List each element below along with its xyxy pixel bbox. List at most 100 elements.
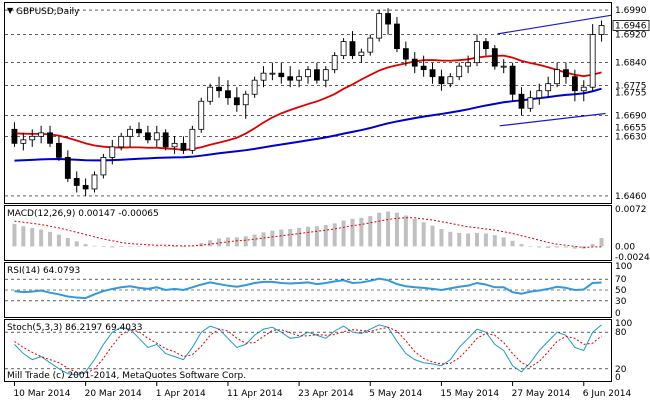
candle-body	[580, 86, 587, 92]
macd-bar	[92, 245, 97, 247]
macd-bar	[261, 232, 266, 247]
candle-body	[474, 41, 480, 64]
macd-bar	[537, 246, 542, 248]
candle-body	[305, 69, 311, 78]
candle-body	[331, 55, 338, 71]
macd-bar	[572, 246, 577, 249]
candle-body	[545, 83, 552, 92]
macd-bar	[563, 246, 568, 248]
candle-body	[136, 128, 142, 134]
candle-body	[447, 76, 454, 85]
candle-body	[11, 128, 18, 144]
candle-body	[483, 41, 489, 50]
macd-bar	[154, 245, 159, 247]
macd-bar	[136, 245, 141, 247]
macd-bar	[101, 246, 106, 247]
stoch-title: Stoch(5,3,3) 86.2197 69.4033	[7, 323, 142, 333]
macd-bar	[555, 246, 560, 248]
macd-bar	[145, 245, 150, 247]
candle-body	[429, 69, 436, 78]
candle-body	[402, 48, 409, 60]
candle-body	[296, 76, 303, 81]
candle-body	[216, 86, 222, 92]
candle-body	[411, 58, 418, 67]
macd-bar	[475, 232, 480, 247]
candle-body	[287, 76, 294, 81]
macd-bar	[483, 233, 488, 247]
macd-bar	[394, 212, 399, 247]
candle-body	[64, 156, 71, 179]
macd-bar	[234, 237, 239, 247]
macd-title: MACD(12,26,9) 0.00147 -0.00065	[7, 209, 159, 219]
price-axis-label: 1.6920	[615, 31, 647, 41]
time-axis-label: 5 May 2014	[369, 389, 422, 399]
channel-upper-line	[497, 14, 612, 35]
candle-body	[153, 132, 160, 141]
price-axis-label: 1.6946	[615, 21, 647, 31]
time-axis-label: 10 Mar 2014	[13, 389, 70, 399]
candle-body	[527, 97, 534, 109]
macd-bar	[74, 241, 79, 247]
copyright-watermark: Mill Trade (c) 2001-2014, MetaQuotes Sof…	[7, 371, 246, 381]
candle-body	[233, 97, 240, 106]
candle-body	[278, 72, 285, 78]
candle-body	[509, 65, 516, 95]
candle-body	[598, 25, 605, 35]
candle-body	[438, 76, 445, 85]
rsi-scale-label: 50	[615, 286, 627, 296]
candle-body	[180, 142, 187, 151]
candle-body	[500, 65, 507, 68]
macd-bar	[519, 244, 524, 247]
candle-body	[518, 93, 525, 109]
macd-bar	[252, 234, 257, 247]
candle-body	[269, 72, 276, 75]
macd-bar	[199, 243, 204, 247]
candle-body	[251, 79, 258, 95]
candle-body	[127, 128, 133, 137]
macd-bar	[359, 217, 364, 247]
candle-body	[189, 128, 196, 151]
channel-lower-line	[499, 112, 606, 127]
macd-bar	[21, 226, 26, 247]
stoch-scale-label: 80	[615, 328, 627, 338]
macd-bar	[421, 222, 426, 247]
macd-bar	[332, 223, 337, 247]
macd-bar	[83, 244, 88, 247]
macd-bar	[314, 226, 319, 247]
price-axis-label: 1.6690	[615, 111, 647, 121]
stoch-scale-label: 100	[615, 319, 632, 329]
candle-body	[20, 139, 27, 144]
price-axis-label: 1.6990	[615, 6, 647, 16]
candle-body	[394, 23, 400, 50]
candle-body	[91, 174, 98, 190]
candle-body	[29, 135, 36, 141]
macd-bar	[163, 246, 168, 247]
macd-bar	[56, 234, 61, 247]
macd-bar	[341, 220, 346, 247]
macd-bar	[386, 211, 391, 247]
macd-bar	[279, 229, 284, 247]
candle-body	[571, 76, 578, 92]
macd-bar	[39, 229, 44, 247]
price-axis-label: 1.6840	[615, 59, 647, 69]
macd-bar	[288, 228, 293, 247]
candle-body	[82, 185, 89, 190]
candle-body	[198, 100, 205, 130]
time-axis-label: 6 Jun 2014	[583, 389, 632, 399]
macd-bar	[306, 226, 310, 247]
macd-bar	[368, 216, 373, 247]
rsi-title: RSI(14) 64.0793	[7, 266, 80, 276]
macd-bar	[297, 227, 302, 247]
macd-bar	[110, 246, 115, 248]
stoch-scale-label: 0	[615, 373, 621, 383]
candle-body	[242, 93, 249, 106]
macd-bar	[403, 215, 408, 247]
stoch-scale-label: 20	[615, 365, 627, 375]
candle-body	[536, 90, 543, 99]
macd-bar	[599, 237, 604, 247]
time-axis-label: 27 May 2014	[512, 389, 571, 399]
candle-body	[420, 65, 427, 71]
macd-bar	[172, 246, 177, 247]
